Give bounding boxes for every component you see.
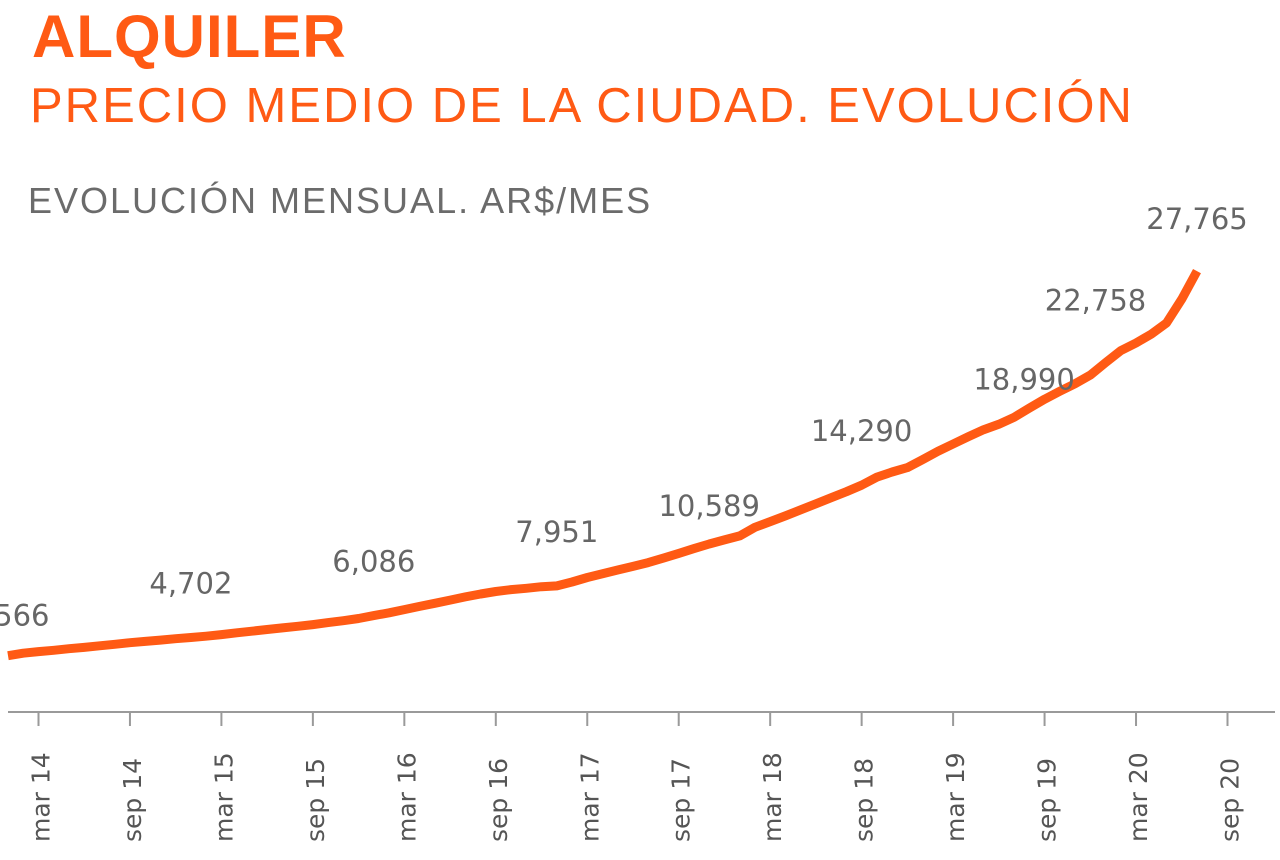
data-label: 18,990 xyxy=(973,362,1074,396)
x-axis-tick-label: mar 17 xyxy=(575,752,604,842)
data-label: 27,765 xyxy=(1146,202,1247,236)
data-label: 10,589 xyxy=(658,489,759,523)
x-axis-tick-label: mar 15 xyxy=(209,752,238,842)
data-label: 22,758 xyxy=(1045,284,1146,318)
x-axis-tick-labels: mar 14 sep 14 mar 15 sep 15 mar 16 sep 16 mar … xyxy=(27,752,1245,842)
data-labels: 3,566 4,702 6,086 7,951 10,589 14,290 18,990 22… xyxy=(0,202,1248,633)
chart-title: ALQUILER xyxy=(32,3,347,70)
data-label: 3,566 xyxy=(0,599,50,633)
chart-units-label: EVOLUCIÓN MENSUAL. AR$/MES xyxy=(28,180,653,221)
data-label: 7,951 xyxy=(515,515,598,549)
x-axis-tick-label: sep 14 xyxy=(118,758,147,842)
x-axis-tick-label: sep 17 xyxy=(667,758,696,842)
chart-subtitle: PRECIO MEDIO DE LA CIUDAD. EVOLUCIÓN xyxy=(30,79,1134,133)
x-axis-tick-label: sep 19 xyxy=(1033,758,1062,842)
data-label: 4,702 xyxy=(149,567,232,601)
x-axis-ticks xyxy=(37,712,1229,726)
x-axis-tick-label: mar 18 xyxy=(758,752,787,842)
data-label: 14,290 xyxy=(811,414,912,448)
x-axis-tick-label: mar 19 xyxy=(941,752,970,842)
x-axis-tick-label: mar 20 xyxy=(1124,752,1153,842)
series-line xyxy=(7,268,1201,661)
x-axis-tick-label: sep 18 xyxy=(850,758,879,842)
x-axis-tick-label: mar 14 xyxy=(27,752,56,842)
x-axis-tick-label: sep 15 xyxy=(301,758,330,842)
x-axis-tick-label: mar 16 xyxy=(392,752,421,842)
data-label: 6,086 xyxy=(332,545,415,579)
x-axis-tick-label: sep 16 xyxy=(484,758,513,842)
x-axis-tick-label: sep 20 xyxy=(1216,758,1245,842)
